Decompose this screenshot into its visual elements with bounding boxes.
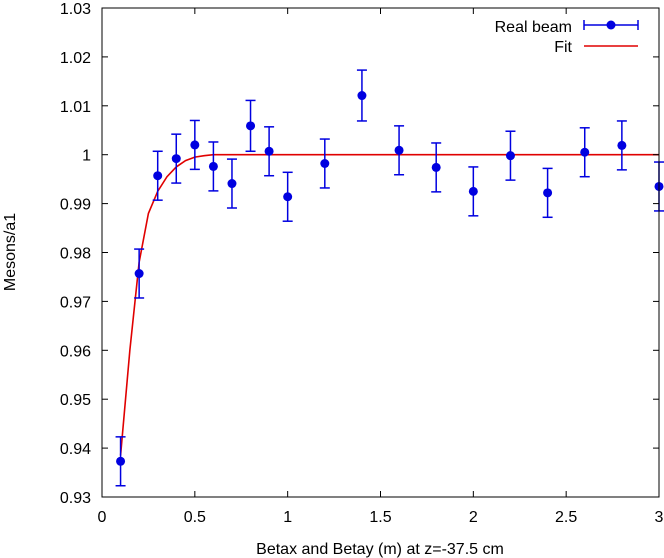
data-point (245, 99, 256, 153)
data-point (356, 69, 367, 122)
fit-layer (119, 153, 659, 456)
point-marker (505, 151, 515, 161)
data-point (152, 150, 163, 201)
point-marker (357, 91, 367, 101)
point-marker (190, 140, 200, 150)
data-point (171, 133, 182, 184)
x-tick-label: 1 (283, 509, 292, 526)
data-point (134, 248, 145, 299)
point-marker (580, 147, 590, 157)
data-point (115, 436, 126, 487)
point-marker (283, 192, 293, 202)
y-tick-label: 1.03 (60, 1, 91, 18)
data-point (394, 125, 405, 176)
point-marker (116, 456, 126, 466)
point-marker (468, 186, 478, 196)
point-marker (264, 146, 274, 156)
point-marker (431, 162, 441, 172)
data-point (282, 171, 293, 222)
x-tick-label: 2 (469, 509, 478, 526)
data-point (431, 142, 442, 193)
legend-label-real-beam: Real beam (495, 19, 572, 36)
point-marker (134, 269, 144, 279)
plot-frame (101, 7, 660, 498)
point-marker (394, 145, 404, 155)
data-point (319, 138, 330, 189)
data-point (226, 158, 237, 209)
data-point (579, 127, 590, 178)
legend-marker-real-beam (583, 20, 639, 30)
data-point (264, 126, 275, 177)
point-marker (227, 179, 237, 189)
tick-labels-layer: 0 0.5 1 1.5 2 2.5 3 0.93 0.94 0.95 0.96 0.97 0.98 0.9… (60, 1, 664, 526)
y-tick-label: 0.97 (60, 294, 91, 311)
y-tick-label: 0.99 (60, 197, 91, 214)
y-tick-label: 0.93 (60, 490, 91, 507)
y-tick-label: 0.96 (60, 343, 91, 360)
x-tick-label: 2.5 (555, 509, 577, 526)
point-marker (171, 154, 181, 164)
data-point (208, 141, 219, 192)
y-tick-label: 0.94 (60, 441, 91, 458)
point-marker (617, 140, 627, 150)
points-layer (115, 69, 664, 487)
ticks-layer (101, 7, 660, 498)
point-marker (543, 188, 553, 198)
y-tick-label: 0.98 (60, 246, 91, 263)
data-point (616, 120, 627, 171)
x-tick-label: 0.5 (184, 509, 206, 526)
data-point (468, 166, 479, 217)
point-marker (320, 159, 330, 169)
y-tick-label: 1.01 (60, 99, 91, 116)
y-tick-label: 0.95 (60, 392, 91, 409)
data-point (505, 130, 516, 181)
x-tick-label: 3 (655, 509, 664, 526)
point-marker (153, 171, 163, 181)
y-tick-label: 1.02 (60, 50, 91, 67)
x-tick-label: 0 (98, 509, 107, 526)
x-tick-label: 1.5 (369, 509, 391, 526)
legend: Real beam Fit (495, 19, 639, 56)
point-marker (246, 121, 256, 131)
point-marker (208, 161, 218, 171)
y-axis-title: Mesons/a1 (2, 213, 19, 291)
legend-label-fit: Fit (554, 39, 572, 56)
fit-line (119, 153, 659, 456)
data-point (542, 167, 553, 219)
data-point (189, 119, 200, 171)
x-axis-title: Betax and Betay (m) at z=-37.5 cm (256, 541, 504, 558)
y-tick-label: 1 (82, 148, 91, 165)
